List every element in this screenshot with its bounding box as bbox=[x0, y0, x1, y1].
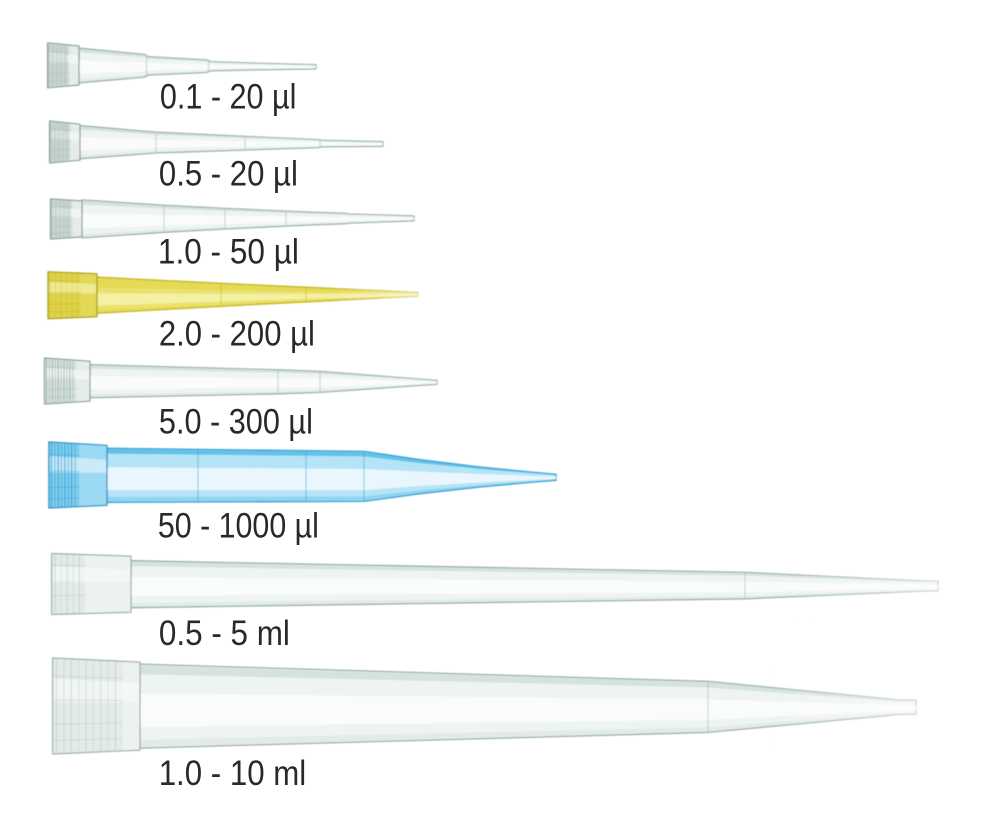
svg-text:1.0 - 10 ml: 1.0 - 10 ml bbox=[159, 753, 307, 793]
svg-text:2.0 - 200 µl: 2.0 - 200 µl bbox=[159, 314, 315, 354]
svg-text:0.5 - 20 µl: 0.5 - 20 µl bbox=[159, 154, 298, 194]
svg-text:5.0 - 300 µl: 5.0 - 300 µl bbox=[159, 402, 313, 442]
svg-text:0.5 - 5 ml: 0.5 - 5 ml bbox=[159, 613, 290, 653]
svg-text:0.1 - 20 µl: 0.1 - 20 µl bbox=[160, 77, 297, 117]
svg-text:50 - 1000 µl: 50 - 1000 µl bbox=[158, 506, 319, 546]
svg-text:1.0 - 50 µl: 1.0 - 50 µl bbox=[158, 232, 299, 272]
